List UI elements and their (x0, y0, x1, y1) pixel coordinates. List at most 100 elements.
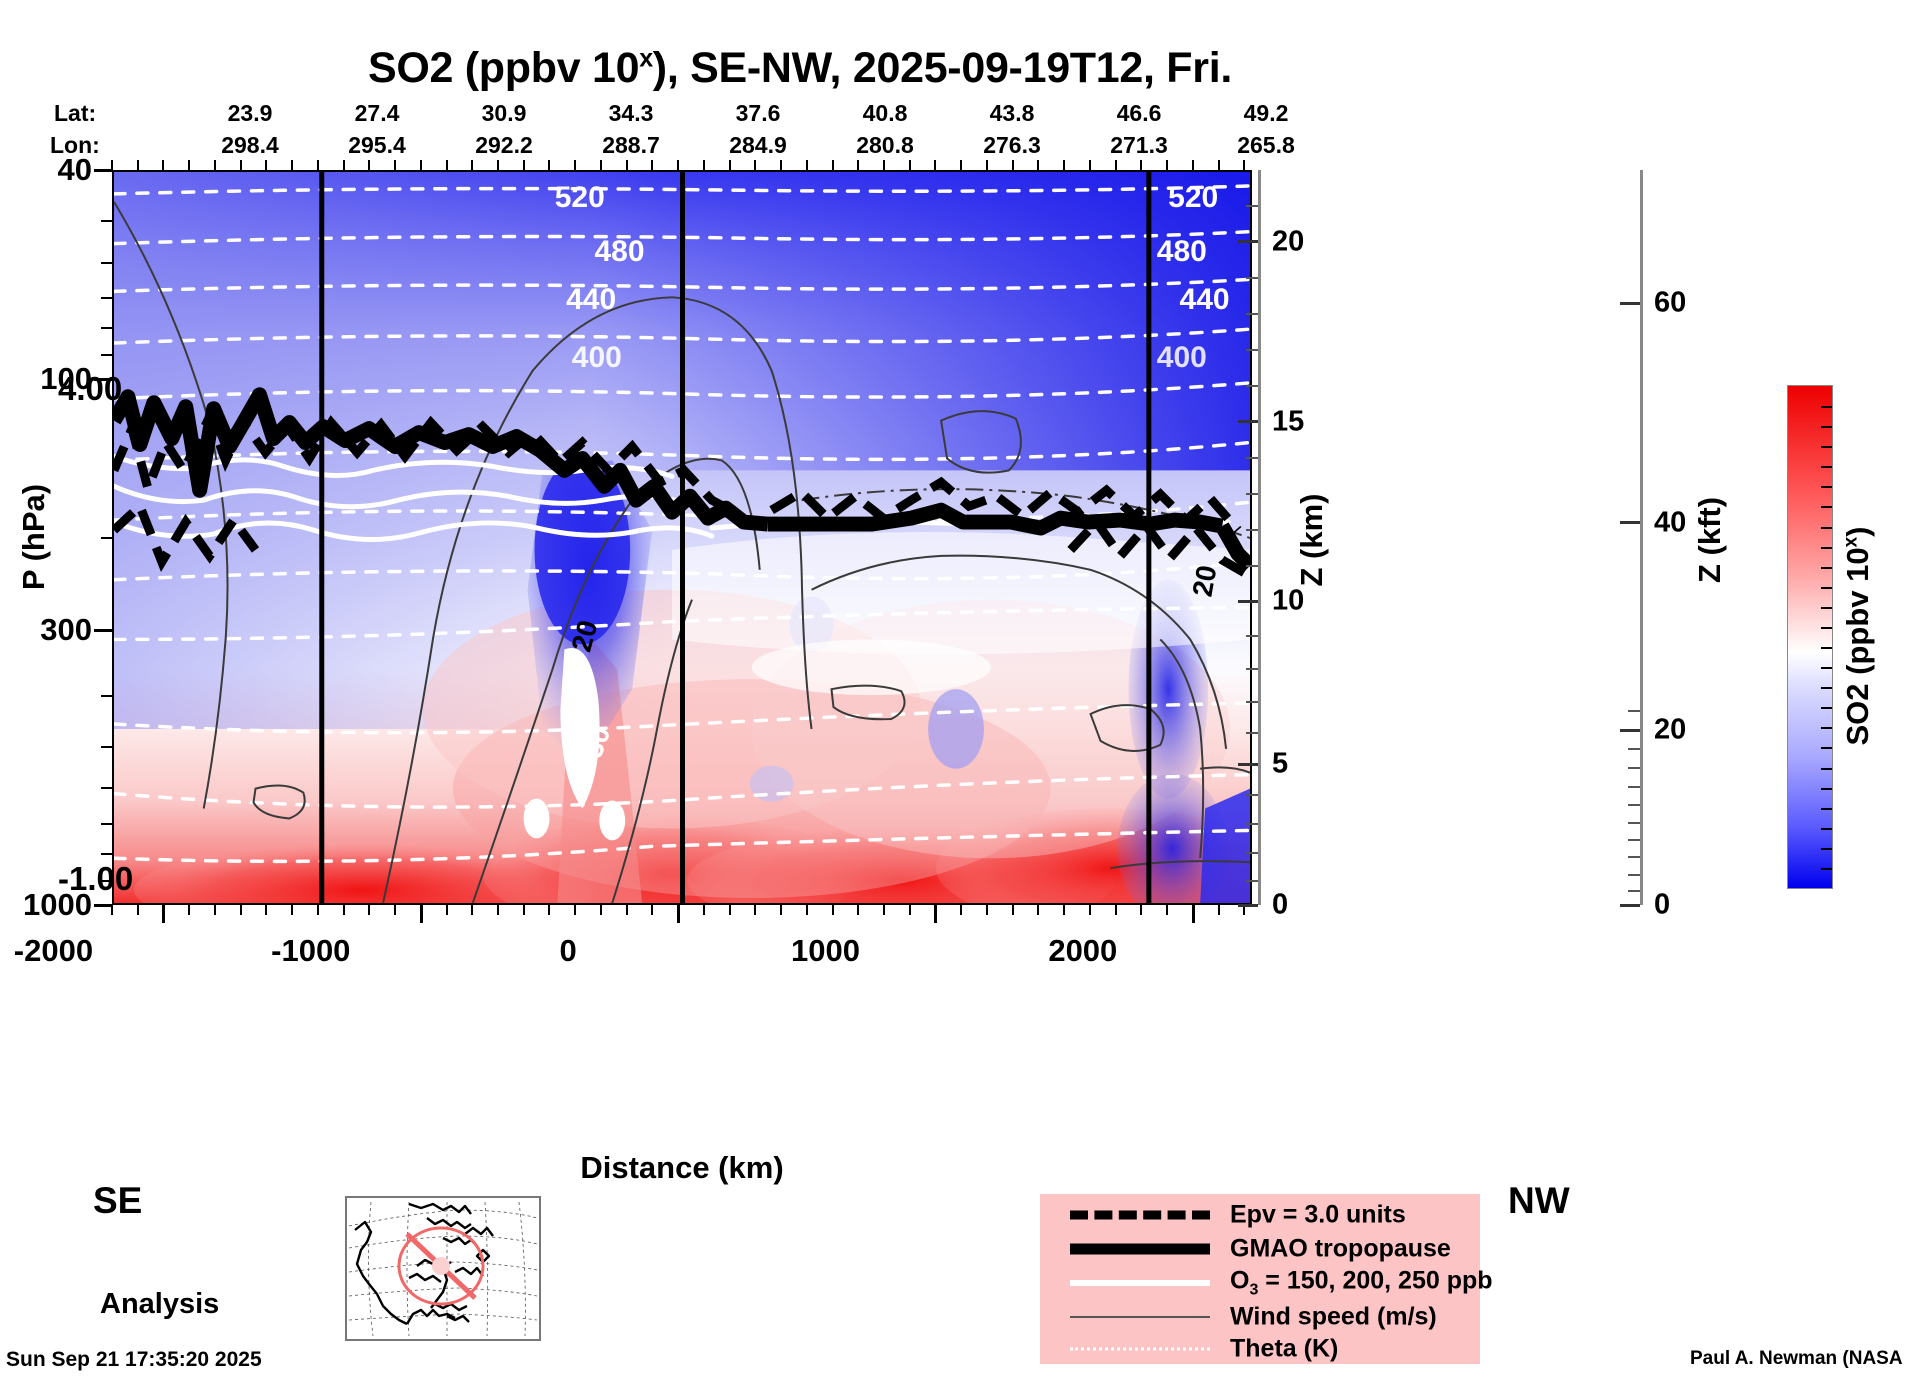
colorbar-tick (1821, 506, 1832, 509)
distance-minor-tick (1011, 905, 1014, 915)
distance-top-minor-tick (574, 160, 577, 170)
z-kft-minor-tick (1628, 890, 1640, 893)
legend-item-epv[interactable]: Epv = 3.0 units (1040, 1198, 1480, 1232)
theta-label-520-right: 520 (1168, 181, 1219, 215)
distance-tick-label: 1000 (790, 933, 860, 968)
distance-top-minor-tick (883, 160, 885, 170)
distance-top-minor-tick (1191, 160, 1194, 170)
z-km-minor-tick (1246, 732, 1258, 735)
theta-label-400-left: 400 (571, 341, 622, 375)
colorbar-tick (1821, 566, 1832, 569)
colorbar-tick (1821, 747, 1832, 750)
distance-top-minor-tick (291, 160, 294, 170)
wind-swatch (1070, 1316, 1210, 1318)
distance-minor-tick (394, 905, 397, 915)
pressure-tick (94, 169, 112, 172)
distance-top-minor-tick (1243, 160, 1246, 170)
tropopause-swatch (1070, 1243, 1210, 1255)
legend-label-ozone: O3 = 150, 200, 250 ppb (1230, 1266, 1493, 1299)
z-km-minor-tick (1246, 528, 1258, 531)
distance-axis-title: Distance (km) (580, 1150, 784, 1185)
z-kft-minor-tick (1628, 873, 1640, 876)
lat-axis-label: Lat: (54, 100, 97, 126)
distance-minor-tick (702, 905, 705, 915)
lat-value: 27.4 (354, 100, 400, 126)
distance-top-minor-tick (625, 160, 628, 170)
distance-minor-tick (677, 905, 680, 915)
distance-top-minor-tick (1217, 160, 1220, 170)
pressure-minor-tick (101, 879, 112, 882)
legend-item-tropopause[interactable]: GMAO tropopause (1040, 1232, 1480, 1266)
distance-top-minor-tick (394, 160, 397, 170)
distance-top-minor-tick (728, 160, 731, 170)
colorbar-tick (1821, 647, 1832, 650)
legend-item-ozone[interactable]: O3 = 150, 200, 250 ppb (1040, 1266, 1493, 1300)
transect-circle (397, 1226, 485, 1306)
z-km-minor-tick (1246, 492, 1258, 495)
lat-value: 30.9 (481, 100, 527, 126)
colorbar-tick (1821, 827, 1832, 830)
distance-minor-tick (316, 905, 319, 915)
title-main: SO2 (ppbv 10 (367, 44, 640, 92)
colorbar-tick (1821, 406, 1832, 409)
distance-minor-tick (1166, 905, 1169, 915)
analysis-label: Analysis (100, 1288, 220, 1320)
z-km-tick-label: 0 (1272, 888, 1289, 921)
distance-tick-label: 0 (559, 933, 577, 968)
colorbar-tick (1821, 787, 1832, 790)
z-kft-axis-title: Z (kft) (1692, 496, 1727, 584)
distance-minor-tick (728, 905, 731, 915)
lon-value: 288.7 (602, 132, 660, 158)
legend-item-theta[interactable]: Theta (K) (1040, 1332, 1480, 1366)
colorbar-tick (1821, 466, 1832, 469)
colorbar-min-label: -1.00 (58, 860, 134, 897)
distance-top-minor-tick (497, 160, 499, 170)
lat-value: 37.6 (735, 100, 781, 126)
z-km-minor-tick (1246, 348, 1258, 351)
z-km-minor-tick (1246, 634, 1258, 637)
gmao-tropopause (114, 387, 1250, 572)
lon-value: 284.9 (729, 132, 787, 158)
z-km-minor-tick (1246, 793, 1258, 796)
orientation-label-nw: NW (1508, 1180, 1570, 1221)
z-kft-minor-tick (1628, 767, 1640, 770)
colorbar-tick (1821, 546, 1832, 549)
legend-label-theta: Theta (K) (1230, 1334, 1339, 1363)
colorbar-tick (1821, 526, 1832, 529)
distance-minor-tick (162, 905, 165, 915)
distance-minor-tick (934, 905, 937, 915)
theta-contours (114, 184, 1250, 864)
distance-minor-tick (625, 905, 628, 915)
cross-section-plot[interactable]: 520 480 440 400 520 480 440 400 20 30 20 (112, 170, 1252, 905)
colorbar[interactable] (1787, 385, 1833, 889)
distance-minor-tick (342, 905, 345, 915)
distance-top-minor-tick (213, 160, 216, 170)
z-km-tick (1238, 420, 1258, 424)
distance-minor-tick (574, 905, 577, 915)
distance-top-minor-tick (419, 160, 422, 170)
z-km-minor-tick (1246, 384, 1258, 387)
distance-top-minor-tick (1063, 160, 1066, 170)
lat-value: 43.8 (989, 100, 1035, 126)
lat-value: 49.2 (1243, 100, 1289, 126)
theta-label-440-right: 440 (1179, 282, 1230, 316)
inset-location-map[interactable] (345, 1196, 541, 1341)
distance-top-minor-tick (908, 160, 911, 170)
legend-box[interactable]: Epv = 3.0 units GMAO tropopause O3 = 150… (1040, 1194, 1493, 1366)
z-kft-tick (1620, 903, 1640, 907)
distance-top-minor-tick (754, 160, 757, 170)
lon-value: 280.8 (856, 132, 914, 158)
colorbar-tick (1821, 687, 1832, 690)
theta-swatch (1070, 1347, 1210, 1351)
distance-minor-tick (651, 905, 654, 915)
distance-top-minor-tick (265, 160, 268, 170)
distance-top-minor-tick (342, 160, 345, 170)
distance-minor-tick (985, 905, 988, 915)
lat-value: 40.8 (862, 100, 908, 126)
theta-label-440-left: 440 (566, 282, 617, 316)
distance-top-minor-tick (651, 160, 654, 170)
legend-item-wind[interactable]: Wind speed (m/s) (1040, 1300, 1480, 1334)
distance-tick-label: 2000 (1048, 933, 1118, 968)
distance-top-minor-tick (548, 160, 551, 170)
pressure-minor-tick (101, 354, 112, 357)
